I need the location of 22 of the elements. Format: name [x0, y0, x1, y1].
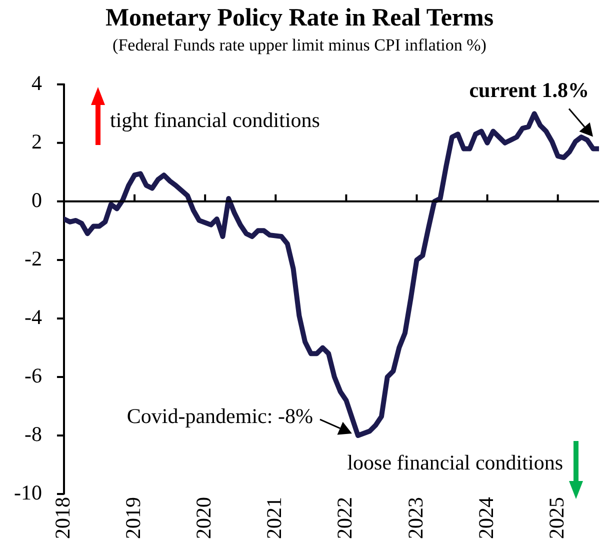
- y-tick-label: -8: [24, 422, 42, 446]
- x-tick-label: 2025: [544, 497, 568, 539]
- annotation: loose financial conditions: [347, 450, 563, 475]
- x-tick-label: 2018: [50, 497, 75, 539]
- annotation: tight financial conditions: [110, 108, 320, 132]
- chart-title: Monetary Policy Rate in Real Terms: [105, 4, 494, 32]
- y-tick-label: 2: [31, 129, 42, 154]
- x-tick-label: 2024: [474, 496, 498, 539]
- annotation: Covid-pandemic: -8%: [126, 404, 313, 428]
- annotation: current 1.8%: [469, 78, 589, 102]
- x-tick-label: 2022: [332, 497, 357, 539]
- x-tick-label: 2023: [403, 497, 428, 539]
- x-tick-label: 2021: [262, 497, 286, 539]
- x-tick-label: 2020: [192, 497, 216, 539]
- y-tick-label: 0: [31, 188, 42, 212]
- y-tick-label: -10: [14, 480, 42, 505]
- y-tick-label: -6: [24, 363, 42, 388]
- y-tick-label: 4: [31, 70, 42, 95]
- x-tick-label: 2019: [121, 497, 146, 539]
- y-tick-label: -2: [24, 246, 42, 270]
- y-tick-label: -4: [24, 304, 42, 329]
- chart-subtitle: (Federal Funds rate upper limit minus CPI inflation %): [112, 36, 486, 55]
